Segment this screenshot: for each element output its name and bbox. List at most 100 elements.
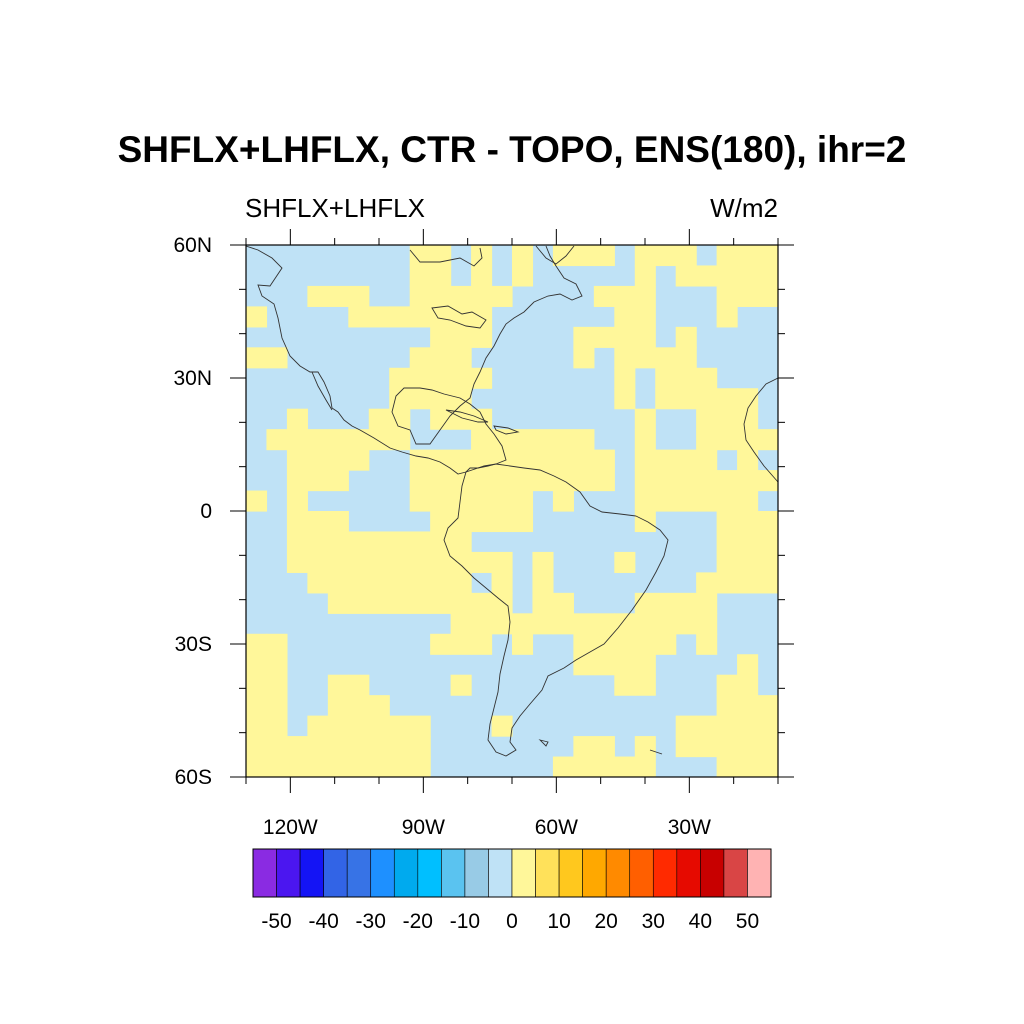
field-cell: [593, 449, 615, 471]
field-cell: [450, 511, 472, 533]
field-cell: [307, 429, 329, 451]
field-cell: [716, 388, 738, 410]
field-cell: [491, 572, 513, 594]
field-cell: [368, 756, 390, 777]
field-cell: [614, 326, 636, 348]
field-cell: [675, 490, 697, 512]
field-cell: [286, 736, 308, 758]
field-cell: [716, 470, 738, 492]
field-cell: [614, 654, 636, 676]
field-cell: [614, 306, 636, 328]
field-cell: [348, 592, 370, 614]
lon-tick-label: 30W: [668, 816, 711, 839]
field-cell: [696, 633, 718, 655]
colorbar-label: -10: [450, 910, 480, 933]
field-cell: [737, 654, 759, 676]
colorbar-box: [464, 848, 489, 898]
field-cell: [471, 285, 493, 307]
field-cell: [696, 572, 718, 594]
field-cell: [409, 347, 431, 369]
field-cell: [737, 470, 759, 492]
field-cell: [757, 715, 778, 737]
field-cell: [512, 449, 534, 471]
coast-falklands: [538, 739, 549, 747]
field-cell: [430, 388, 452, 410]
field-cell: [757, 695, 778, 717]
field-cell: [573, 326, 595, 348]
axis-labels: 60N 30N 0 30S 60S 120W 90W 60W 30W: [173, 234, 711, 839]
coast-cuba: [445, 409, 489, 423]
field-cell: [634, 490, 656, 512]
field-cell: [532, 572, 554, 594]
field-cell: [409, 756, 431, 777]
field-cell: [757, 245, 778, 267]
field-cell: [491, 490, 513, 512]
field-cell: [307, 756, 329, 777]
coast-africa: [743, 377, 778, 483]
field-cell: [471, 490, 493, 512]
plot-title: SHFLX+LHFLX, CTR - TOPO, ENS(180), ihr=2: [117, 129, 907, 170]
field-cell: [409, 592, 431, 614]
field-cell: [491, 285, 513, 307]
field-cell: [389, 306, 411, 328]
field-cell: [716, 285, 738, 307]
field-cell: [348, 756, 370, 777]
field-cell: [471, 367, 493, 389]
field-cell: [634, 408, 656, 430]
lon-tick-label: 90W: [402, 816, 445, 839]
colorbar-label: 10: [547, 910, 570, 933]
lat-tick-label: 30N: [173, 367, 212, 390]
field-cell: [573, 470, 595, 492]
field-cell: [246, 674, 268, 696]
field-cell: [491, 429, 513, 451]
field-cell: [430, 633, 452, 655]
field-cell: [634, 326, 656, 348]
field-cell: [471, 306, 493, 328]
field-cell: [737, 408, 759, 430]
field-cell: [327, 695, 349, 717]
field-cell: [246, 654, 268, 676]
field-cell: [348, 572, 370, 594]
colorbar-box: [629, 848, 654, 898]
field-cell: [430, 367, 452, 389]
field-cell: [696, 388, 718, 410]
field-cell: [266, 695, 288, 717]
field-cell: [696, 449, 718, 471]
field-cell: [737, 695, 759, 717]
field-cell: [430, 572, 452, 594]
field-cell: [716, 674, 738, 696]
colorbar-box: [582, 848, 607, 898]
field-cell: [655, 388, 677, 410]
field-cell: [409, 285, 431, 307]
field-cell: [655, 347, 677, 369]
field-cell: [327, 531, 349, 553]
field-cell: [471, 633, 493, 655]
colorbar: -50 -40 -30 -20 -10 0 10 20 30 40 50: [252, 848, 772, 933]
field-cell: [634, 511, 656, 533]
field-cell: [593, 470, 615, 492]
field-cell: [430, 347, 452, 369]
field-cell: [614, 367, 636, 389]
field-cell: [552, 429, 574, 451]
field-cell: [368, 429, 390, 451]
field-cell: [757, 285, 778, 307]
field-cell: [634, 674, 656, 696]
field-cell: [389, 572, 411, 594]
field-cell: [512, 633, 534, 655]
field-cell: [450, 470, 472, 492]
field-cell: [757, 531, 778, 553]
field-cell: [450, 490, 472, 512]
field-cell: [389, 408, 411, 430]
field-cell: [737, 285, 759, 307]
field-cell: [286, 490, 308, 512]
colorbar-box: [417, 848, 442, 898]
field-cell: [552, 449, 574, 471]
field-cell: [757, 470, 778, 492]
field-cell: [430, 306, 452, 328]
field-cell: [675, 449, 697, 471]
field-cell: [737, 490, 759, 512]
field-cell: [593, 326, 615, 348]
field-cell: [634, 654, 656, 676]
field-cell: [696, 429, 718, 451]
map-ticks: [230, 229, 794, 793]
